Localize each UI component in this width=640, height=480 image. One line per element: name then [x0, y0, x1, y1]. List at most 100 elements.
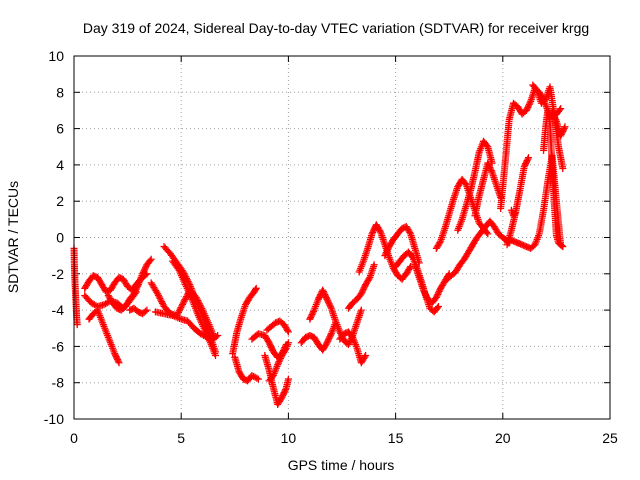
series-afternoon-3 [336, 328, 370, 367]
data-point [319, 288, 327, 296]
data-point [357, 306, 365, 314]
data-point [141, 264, 149, 272]
x-tick-label: 5 [177, 430, 185, 446]
x-tick-label: 0 [70, 430, 78, 446]
y-tick-label: 8 [56, 84, 64, 100]
data-point [558, 129, 566, 137]
data-point [157, 296, 165, 304]
data-point [520, 163, 528, 171]
data-point [266, 340, 274, 348]
data-point [131, 288, 139, 296]
data-point [325, 300, 333, 308]
x-axis-label: GPS time / hours [288, 457, 395, 473]
data-point [376, 227, 384, 235]
data-point [522, 106, 530, 114]
data-point [254, 375, 262, 383]
data-point [320, 289, 328, 297]
data-point [327, 331, 335, 339]
series-early-6 [126, 304, 151, 318]
data-point [406, 228, 414, 236]
series-evening-4 [411, 261, 453, 307]
data-point [557, 105, 565, 113]
data-point [284, 328, 292, 336]
y-tick-label: 4 [56, 157, 64, 173]
data-point [158, 298, 166, 306]
data-point [181, 296, 189, 304]
data-point [274, 359, 282, 367]
series-early-4 [85, 306, 123, 367]
data-point [382, 250, 390, 258]
data-point [552, 116, 560, 124]
data-point [487, 165, 495, 173]
data-point [560, 126, 568, 134]
series-early-2 [81, 270, 151, 296]
data-point [359, 285, 367, 293]
data-point [359, 287, 367, 295]
data-point [112, 353, 120, 361]
data-point [419, 286, 427, 294]
data-point [559, 243, 567, 251]
data-point [523, 105, 531, 113]
series-morning-4 [151, 308, 222, 343]
series-evening-2 [381, 223, 423, 267]
series-early-1 [70, 244, 81, 329]
data-point [281, 387, 289, 395]
data-point [434, 302, 442, 310]
series-midday-3 [248, 330, 290, 361]
data-point [512, 208, 520, 216]
data-point [384, 246, 392, 254]
data-point [486, 164, 494, 172]
data-point [154, 290, 162, 298]
data-point [176, 305, 184, 313]
y-tick-label: -6 [52, 338, 65, 354]
data-point [315, 294, 323, 302]
data-point [267, 343, 275, 351]
series-midday-2 [231, 353, 262, 385]
data-point [550, 111, 558, 119]
data-point [357, 290, 365, 298]
series-morning-3 [169, 257, 220, 359]
data-point [179, 300, 187, 308]
series-evening-8 [471, 159, 505, 220]
data-point [548, 108, 556, 116]
data-points [70, 81, 569, 408]
data-point [132, 285, 140, 293]
data-point [525, 100, 533, 108]
data-point [361, 353, 369, 361]
data-point [306, 315, 314, 323]
data-point [326, 301, 334, 309]
data-point [180, 297, 188, 305]
data-point [322, 292, 330, 300]
y-tick-label: 2 [56, 193, 64, 209]
data-point [284, 375, 292, 383]
y-tick-label: -4 [52, 302, 65, 318]
data-point [265, 339, 273, 347]
data-point [178, 302, 186, 310]
plot-frame [73, 55, 611, 420]
data-point [131, 287, 139, 295]
y-axis-label: SDTVAR / TECUs [5, 181, 21, 293]
data-point [370, 261, 378, 269]
data-point [114, 357, 122, 365]
data-point [365, 275, 373, 283]
series-midday-6 [263, 317, 292, 336]
data-point [309, 308, 317, 316]
data-point [559, 127, 567, 135]
x-tick-labels: 0 5 10 15 20 25 [70, 430, 618, 446]
data-point [433, 292, 441, 300]
data-point [279, 392, 287, 400]
data-point [212, 351, 220, 359]
series-midday-5 [265, 339, 292, 385]
data-point [560, 124, 568, 132]
data-point [521, 161, 529, 169]
series-night-4 [540, 106, 567, 251]
data-point [319, 286, 327, 294]
data-point [214, 332, 222, 340]
data-point [526, 99, 534, 107]
data-point [276, 356, 284, 364]
y-tick-labels: -10 -8 -6 -4 -2 0 2 4 6 8 10 [44, 48, 64, 427]
data-point [369, 227, 377, 235]
data-point [485, 162, 493, 170]
data-point [212, 333, 220, 341]
